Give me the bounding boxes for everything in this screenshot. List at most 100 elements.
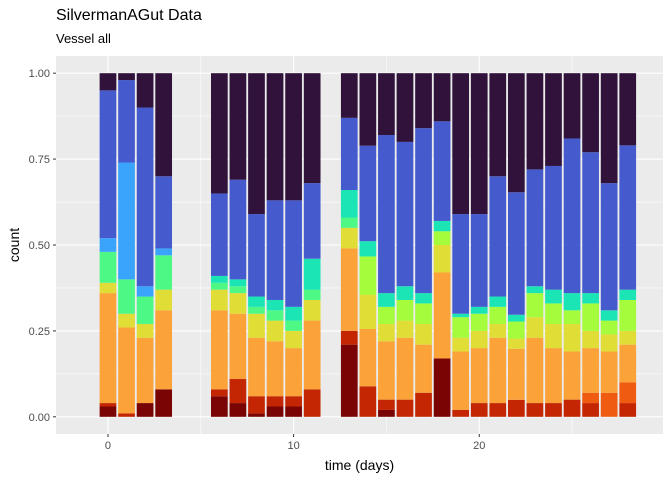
bar-segment	[99, 293, 117, 404]
bar-segment	[526, 337, 544, 404]
bar-segment	[266, 299, 284, 311]
bar-segment	[248, 306, 265, 314]
bar-segment	[619, 344, 637, 383]
y-tick-label: 0.25	[29, 326, 50, 338]
bar-segment	[99, 251, 117, 283]
bar-segment	[118, 80, 135, 163]
bar-segment	[118, 327, 135, 414]
bar-segment	[545, 73, 562, 166]
bar-segment	[452, 73, 470, 215]
y-tick-label: 0.75	[29, 154, 50, 166]
bar-segment	[415, 392, 432, 417]
chart-title: SilvermanAGut Data	[56, 7, 202, 24]
bar-segment	[359, 145, 377, 242]
bar-segment	[229, 313, 247, 380]
bar-segment	[415, 303, 432, 325]
bar-segment	[136, 324, 154, 338]
bar-segment	[266, 200, 284, 300]
bar-segment	[248, 313, 265, 338]
bar-segment	[210, 73, 228, 194]
bar-segment	[470, 73, 488, 215]
bar-segment	[248, 337, 265, 397]
bar-segment	[619, 382, 637, 404]
bar-segment	[433, 73, 451, 122]
bar-segment	[285, 306, 302, 321]
bar-segment	[136, 337, 154, 404]
bar-segment	[526, 73, 544, 170]
bar-segment	[545, 303, 562, 325]
bar-segment	[303, 389, 321, 417]
bar-segment	[378, 73, 395, 136]
bar-segment	[359, 386, 377, 417]
bar-day-21	[489, 73, 507, 417]
bar-segment	[378, 293, 395, 307]
bar-segment	[340, 217, 358, 228]
bar-segment	[359, 294, 377, 329]
bar-segment	[582, 293, 599, 304]
bar-segment	[415, 293, 432, 304]
bar-day-19	[452, 73, 470, 417]
bar-segment	[582, 303, 599, 331]
bar-segment	[619, 145, 637, 290]
bar-segment	[563, 73, 581, 139]
bar-segment	[582, 73, 599, 153]
bars	[99, 73, 637, 417]
bar-segment	[118, 313, 135, 328]
bar-segment	[340, 190, 358, 218]
x-tick-label: 0	[105, 440, 111, 452]
bar-day-10	[285, 73, 302, 417]
bar-segment	[415, 324, 432, 345]
bar-segment	[99, 90, 117, 239]
bar-segment	[248, 396, 265, 414]
bar-segment	[266, 310, 284, 321]
bar-segment	[563, 351, 581, 400]
bar-day-18	[433, 73, 451, 417]
bar-segment	[396, 73, 414, 142]
bar-segment	[415, 128, 432, 294]
bar-segment	[470, 306, 488, 314]
bar-segment	[470, 403, 488, 417]
bar-segment	[136, 403, 154, 417]
bar-segment	[378, 324, 395, 342]
bar-segment	[266, 73, 284, 201]
bar-segment	[489, 403, 507, 417]
bar-segment	[303, 320, 321, 390]
bar-day-11	[303, 73, 321, 417]
bar-segment	[582, 348, 599, 393]
bar-segment	[285, 396, 302, 407]
bar-segment	[489, 176, 507, 297]
bar-segment	[526, 286, 544, 294]
bar-day-28	[619, 73, 637, 417]
bar-segment	[563, 138, 581, 294]
x-axis: 0 10 20	[105, 434, 485, 452]
bar-segment	[99, 238, 117, 252]
bar-segment	[378, 409, 395, 417]
bar-segment	[210, 193, 228, 276]
bar-segment	[155, 289, 173, 311]
bar-segment	[359, 73, 377, 146]
bar-day-15	[378, 73, 395, 417]
bar-segment	[303, 258, 321, 290]
y-axis: 0.00 0.25 0.50 0.75 1.00	[29, 68, 56, 424]
bar-segment	[248, 214, 265, 297]
bar-segment	[359, 256, 377, 295]
bar-day-20	[470, 73, 488, 417]
bar-segment	[433, 220, 451, 232]
bar-segment	[136, 73, 154, 108]
bar-segment	[396, 320, 414, 338]
bar-day-25	[563, 73, 581, 417]
x-tick-label: 20	[473, 440, 485, 452]
bar-segment	[582, 392, 599, 404]
bar-segment	[563, 399, 581, 417]
bar-segment	[285, 320, 302, 331]
bar-day-2	[136, 73, 154, 417]
bar-segment	[118, 162, 135, 280]
bar-day-22	[508, 73, 525, 417]
bar-segment	[378, 135, 395, 294]
bar-day-27	[600, 73, 618, 417]
bar-segment	[600, 392, 618, 417]
bar-segment	[396, 141, 414, 287]
bar-segment	[600, 351, 618, 393]
bar-day-7	[229, 73, 247, 417]
